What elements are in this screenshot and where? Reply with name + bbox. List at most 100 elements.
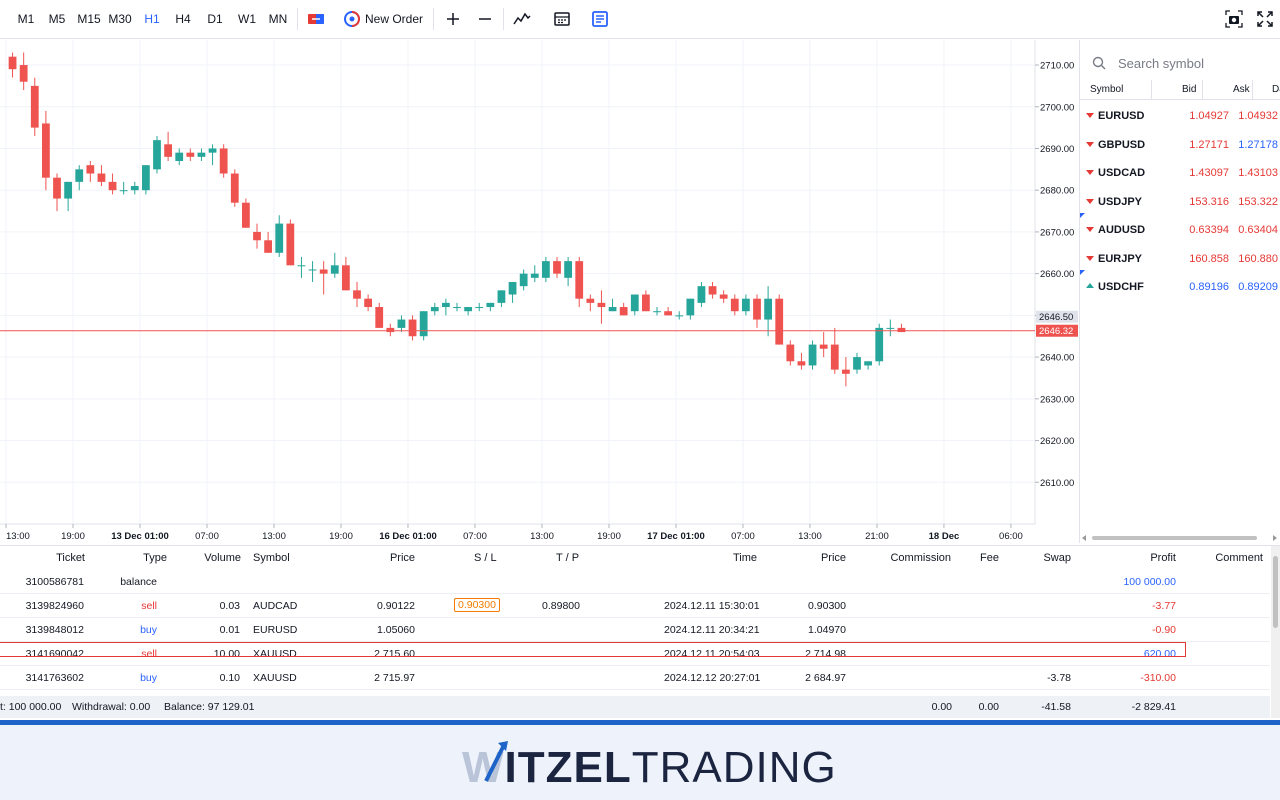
watchlist-ask: 0.89209 — [1238, 281, 1278, 293]
header-type[interactable]: Type — [143, 552, 167, 564]
ask-price-badge — [1036, 310, 1078, 323]
timeframe-h1[interactable]: H1 — [144, 12, 160, 26]
column-symbol[interactable]: Symbol — [1090, 84, 1124, 95]
table-row[interactable]: 3139824960 sell 0.03 AUDCAD 0.90122 0.90300 0.… — [0, 594, 1270, 618]
watchlist-ask: 1.04932 — [1238, 110, 1278, 122]
header-close-price[interactable]: Price — [820, 552, 846, 564]
one-click-trading-icon[interactable] — [306, 9, 326, 29]
table-row[interactable]: 3141690042 sell 10.00 XAUUSD 2 715.60 2024.12… — [0, 642, 1270, 666]
timeframe-d1[interactable]: D1 — [207, 12, 223, 26]
x-tick-label: 21:00 — [865, 531, 889, 542]
candle — [475, 302, 484, 312]
search-input[interactable]: Search symbol — [1118, 56, 1204, 71]
candle — [19, 52, 28, 91]
cell-ticket: 3141690042 — [25, 648, 84, 660]
header-time[interactable]: Time — [732, 552, 757, 564]
table-row[interactable]: 3139848012 buy 0.01 EURUSD 1.05060 2024.12.11… — [0, 618, 1270, 642]
zoom-in-icon[interactable] — [443, 9, 463, 29]
timeframe-m5[interactable]: M5 — [48, 12, 66, 26]
highlight-box — [0, 642, 1186, 657]
new-order-button[interactable]: New Order — [365, 12, 424, 26]
x-tick-label: 06:00 — [999, 531, 1023, 542]
candlestick-chart[interactable]: 2710.00 2700.00 2690.00 2680.00 2670.00 2660.… — [0, 40, 1078, 543]
candle — [542, 256, 550, 282]
header-ticket[interactable]: Ticket — [56, 552, 85, 564]
timeframe-m1[interactable]: M1 — [17, 12, 35, 26]
candle — [97, 165, 106, 187]
watchlist-row-usdjpy[interactable]: USDJPY 153.316 153.322 — [1080, 188, 1280, 216]
header-commission[interactable]: Commission — [890, 552, 951, 564]
cell-price: 2 715.60 — [374, 648, 415, 660]
candle — [364, 294, 372, 312]
timeframe-h4[interactable]: H4 — [175, 12, 191, 26]
new-order-icon[interactable] — [342, 9, 362, 29]
header-volume[interactable]: Volume — [204, 552, 241, 564]
cell-profit: 100 000.00 — [1123, 576, 1176, 588]
watchlist-row-audusd[interactable]: AUDUSD 0.63394 0.63404 — [1080, 216, 1280, 244]
header-fee[interactable]: Fee — [980, 552, 999, 564]
header-swap[interactable]: Swap — [1043, 552, 1071, 564]
candle — [8, 52, 17, 78]
watchlist-bid: 0.63394 — [1189, 224, 1229, 236]
candle — [442, 298, 450, 316]
watchlist-symbol: EURUSD — [1098, 110, 1145, 122]
candle — [775, 294, 784, 345]
table-row[interactable]: 3100586781 balance 100 000.00 — [0, 570, 1270, 594]
screenshot-icon[interactable] — [1224, 9, 1244, 29]
price-chart[interactable]: 2710.00 2700.00 2690.00 2680.00 2670.00 2660.… — [0, 40, 1078, 543]
header-price[interactable]: Price — [389, 552, 415, 564]
period-separator-icon[interactable] — [552, 9, 572, 29]
watchlist-bid: 153.316 — [1189, 195, 1229, 208]
header-tp[interactable]: T / P — [556, 552, 580, 564]
watchlist-symbol: EURJPY — [1098, 252, 1143, 265]
candle — [786, 340, 795, 366]
candle — [608, 298, 617, 312]
cell-ticket: 3139848012 — [25, 624, 84, 636]
candle — [575, 256, 584, 308]
timeframe-mn[interactable]: MN — [268, 12, 288, 26]
watchlist-horizontal-scrollbar[interactable] — [1082, 535, 1277, 541]
watchlist-row-usdchf[interactable]: USDCHF 0.89196 0.89209 — [1080, 273, 1280, 301]
table-vertical-scrollbar[interactable] — [1271, 546, 1280, 718]
column-ask[interactable]: Ask — [1233, 84, 1250, 95]
zoom-out-icon[interactable] — [475, 9, 495, 29]
column-daily[interactable]: Da — [1272, 84, 1280, 95]
depth-of-market-icon[interactable] — [590, 9, 610, 29]
arrow-down-icon — [1086, 198, 1094, 204]
candle — [630, 294, 639, 316]
header-profit[interactable]: Profit — [1150, 552, 1176, 564]
cell-symbol: XAUUSD — [253, 648, 297, 660]
symbol-search[interactable]: Search symbol — [1080, 46, 1280, 80]
timeframe-w1[interactable]: W1 — [238, 12, 256, 26]
ask-price-label: 2646.50 — [1039, 312, 1073, 323]
timeframe-m15[interactable]: M15 — [77, 12, 101, 26]
fullscreen-icon[interactable] — [1255, 9, 1275, 29]
candle — [597, 290, 606, 324]
candle — [564, 256, 572, 287]
watchlist-row-eurjpy[interactable]: EURJPY 160.858 160.880 — [1080, 245, 1280, 273]
watchlist-row-usdcad[interactable]: USDCAD 1.43097 1.43103 — [1080, 159, 1280, 187]
watchlist-row-gbpusd[interactable]: GBPUSD 1.27171 1.27178 — [1080, 131, 1280, 159]
column-bid[interactable]: Bid — [1182, 84, 1197, 95]
candle — [208, 144, 217, 166]
cell-profit: -310.00 — [1140, 672, 1176, 684]
candle — [275, 215, 284, 257]
timeframe-m30[interactable]: M30 — [108, 12, 132, 26]
y-tick-label: 2620.00 — [1040, 436, 1074, 447]
cell-type: sell — [141, 600, 157, 612]
header-sl[interactable]: S / L — [474, 552, 497, 564]
arrow-up-icon — [1086, 283, 1094, 288]
table-row[interactable]: 3141763602 buy 0.10 XAUUSD 2 715.97 2024.12.1… — [0, 666, 1270, 690]
header-comment[interactable]: Comment — [1215, 552, 1263, 564]
cell-price: 2 715.97 — [374, 672, 415, 684]
watchlist-ask: 0.63404 — [1238, 224, 1278, 236]
candle — [453, 302, 461, 312]
candle — [253, 223, 261, 249]
y-tick-label: 2700.00 — [1040, 102, 1074, 113]
indicators-icon[interactable] — [512, 9, 532, 29]
deposit-summary: t: 100 000.00 — [0, 701, 62, 713]
arrow-down-icon — [1086, 170, 1094, 175]
header-symbol[interactable]: Symbol — [253, 552, 290, 564]
watchlist-row-eurusd[interactable]: EURUSD 1.04927 1.04932 — [1080, 102, 1280, 130]
